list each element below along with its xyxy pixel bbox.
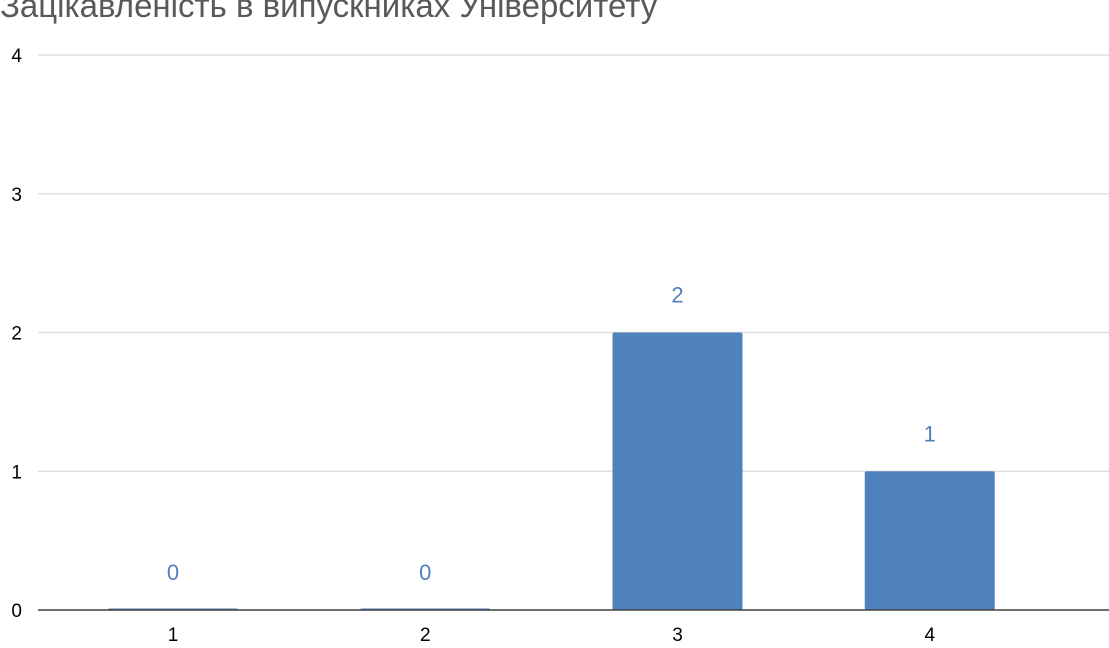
x-tick-label: 1 [168,625,179,646]
bar-4 [864,471,995,610]
x-axis-tick-labels: 12345 [168,625,936,646]
y-tick-label: 0 [11,601,22,622]
x-tick-label: 3 [672,625,683,646]
y-axis-tick-labels: 0 1 2 3 4 [11,46,22,622]
bar-value-labels: 00214 [167,283,936,586]
y-tick-label: 1 [11,462,22,483]
y-tick-label: 4 [11,46,22,67]
y-tick-label: 2 [11,324,22,345]
chart-title: Зацікавленість в випускниках Університет… [0,0,658,24]
bar-value-label: 0 [419,560,431,585]
bar-value-label: 2 [671,283,683,308]
bars [108,332,995,610]
x-tick-label: 4 [924,625,935,646]
bar-value-label: 1 [924,421,936,446]
gridlines [38,54,1109,472]
bar-3 [612,332,743,610]
bar-value-label: 0 [167,560,179,585]
x-tick-label: 2 [420,625,431,646]
y-tick-label: 3 [11,185,22,206]
